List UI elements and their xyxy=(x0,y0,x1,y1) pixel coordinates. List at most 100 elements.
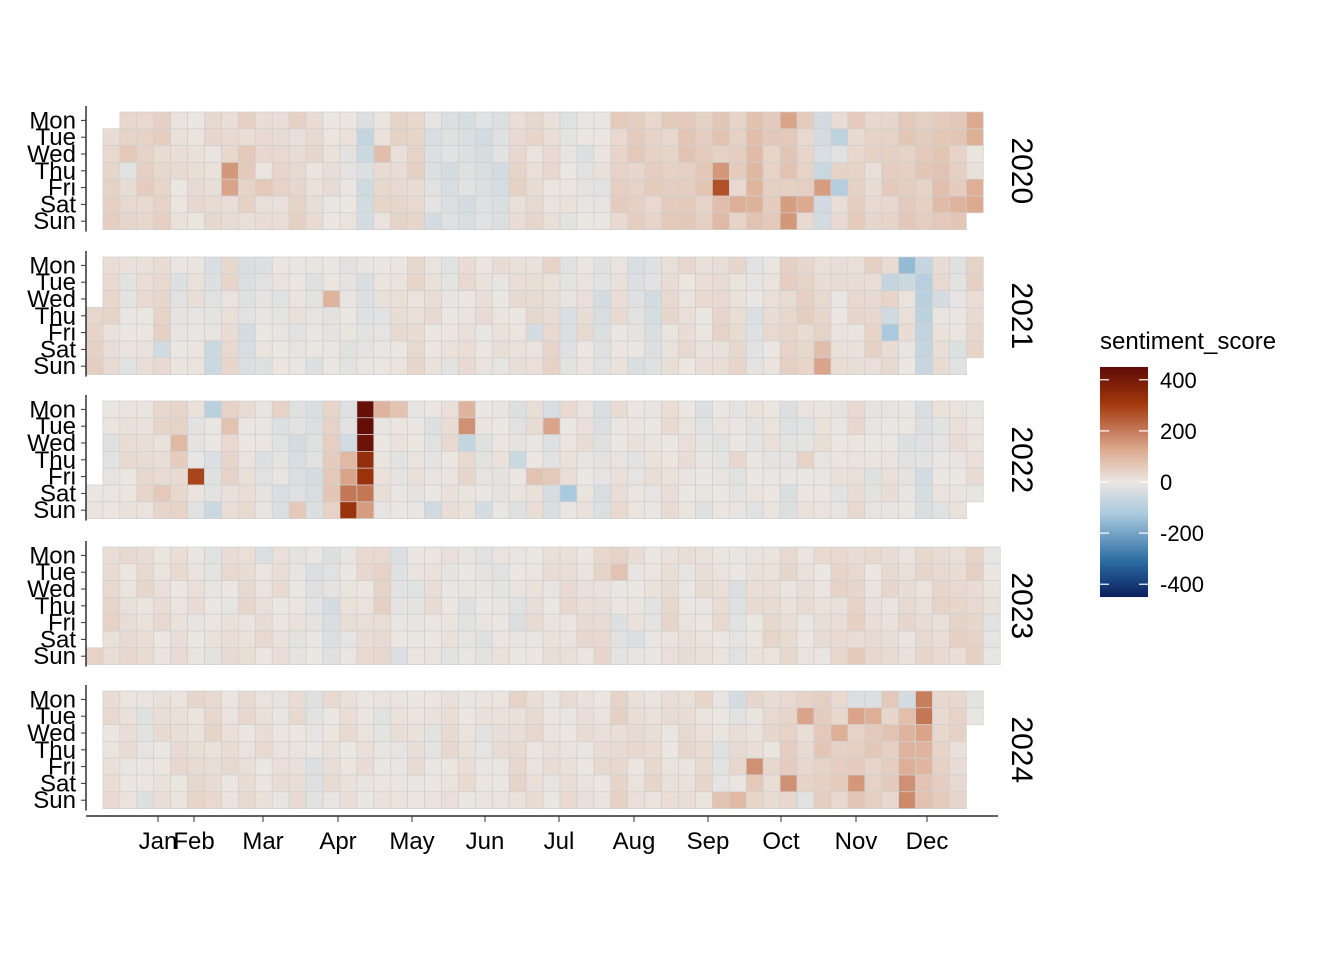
heatmap-cell xyxy=(424,273,442,291)
heatmap-cell xyxy=(864,128,883,146)
heatmap-cell xyxy=(932,774,950,793)
heatmap-cell xyxy=(982,546,1001,565)
heatmap-cell xyxy=(610,195,629,214)
heatmap-cell xyxy=(949,400,967,419)
heatmap-cell xyxy=(728,145,747,163)
heatmap-cell xyxy=(813,307,832,325)
heatmap-cell xyxy=(136,724,155,742)
heatmap-cell xyxy=(593,357,612,375)
heatmap-cell xyxy=(288,484,307,503)
heatmap-cell xyxy=(678,417,696,435)
heatmap-cell xyxy=(102,451,121,469)
heatmap-cell xyxy=(712,307,730,325)
heatmap-cell xyxy=(407,630,425,649)
heatmap-cell xyxy=(238,774,256,793)
heatmap-cell xyxy=(491,417,510,435)
heatmap-cell xyxy=(915,400,933,419)
heatmap-cell xyxy=(847,467,866,486)
heatmap-cell xyxy=(559,791,578,809)
heatmap-cell xyxy=(915,724,933,742)
heatmap-cell xyxy=(966,256,984,275)
heatmap-cell xyxy=(271,451,290,469)
heatmap-cell xyxy=(136,563,155,581)
heatmap-cell xyxy=(712,613,730,632)
heatmap-cell xyxy=(508,613,527,632)
heatmap-cell xyxy=(695,357,713,375)
heatmap-cell xyxy=(881,111,899,130)
heatmap-cell xyxy=(695,145,713,163)
heatmap-cell xyxy=(644,757,662,776)
heatmap-cell xyxy=(661,563,679,581)
heatmap-cell xyxy=(949,357,967,375)
heatmap-cell xyxy=(491,690,510,709)
heatmap-cell xyxy=(542,434,561,452)
heatmap-cell xyxy=(644,467,662,486)
heatmap-cell xyxy=(187,307,205,325)
heatmap-cell xyxy=(745,111,764,130)
heatmap-cell xyxy=(678,501,696,519)
heatmap-cell xyxy=(898,212,916,230)
heatmap-cell xyxy=(119,724,138,742)
heatmap-cell xyxy=(576,307,595,325)
heatmap-cell xyxy=(119,630,138,649)
heatmap-cell xyxy=(288,467,307,486)
heatmap-cell xyxy=(678,323,696,342)
heatmap-cell xyxy=(271,195,290,214)
heatmap-cell xyxy=(864,290,883,308)
heatmap-cell xyxy=(119,774,138,793)
heatmap-cell xyxy=(153,111,172,130)
heatmap-cell xyxy=(204,707,222,725)
heatmap-cell xyxy=(238,400,256,419)
heatmap-cell xyxy=(762,707,781,725)
heatmap-cell xyxy=(542,145,561,163)
heatmap-cell xyxy=(762,400,781,419)
heatmap-cell xyxy=(170,580,188,598)
heatmap-cell xyxy=(745,434,764,452)
heatmap-cell xyxy=(525,111,544,130)
weekday-label: Mon xyxy=(29,396,76,423)
heatmap-cell xyxy=(762,757,781,776)
heatmap-cell xyxy=(356,484,375,503)
heatmap-cell xyxy=(254,613,273,632)
legend-tick-label: 400 xyxy=(1160,368,1197,393)
heatmap-cell xyxy=(627,178,646,197)
heatmap-cell xyxy=(458,546,476,565)
heatmap-cell xyxy=(356,451,375,469)
heatmap-cell xyxy=(847,484,866,503)
heatmap-cell xyxy=(932,212,950,230)
heatmap-cell xyxy=(576,128,595,146)
heatmap-cell xyxy=(119,707,138,725)
heatmap-cell xyxy=(187,724,205,742)
heatmap-cell xyxy=(204,357,222,375)
heatmap-cell xyxy=(949,501,967,519)
heatmap-cell xyxy=(119,256,138,275)
heatmap-cell xyxy=(779,501,798,519)
heatmap-cell xyxy=(119,501,138,519)
heatmap-cell xyxy=(288,111,307,130)
heatmap-cell xyxy=(712,757,730,776)
heatmap-cell xyxy=(779,162,798,180)
heatmap-cell xyxy=(254,467,273,486)
heatmap-cell xyxy=(644,724,662,742)
heatmap-cell xyxy=(508,597,527,615)
heatmap-cell xyxy=(559,307,578,325)
heatmap-cell xyxy=(864,162,883,180)
heatmap-cell xyxy=(491,434,510,452)
heatmap-cell xyxy=(796,484,815,503)
heatmap-cell xyxy=(119,128,138,146)
heatmap-cell xyxy=(491,613,510,632)
heatmap-cell xyxy=(542,741,561,759)
heatmap-cell xyxy=(288,501,307,519)
heatmap-cell xyxy=(915,630,933,649)
heatmap-cell xyxy=(881,741,899,759)
heatmap-cell xyxy=(102,724,121,742)
heatmap-cell xyxy=(949,417,967,435)
heatmap-cell xyxy=(458,128,476,146)
heatmap-cell xyxy=(695,400,713,419)
heatmap-cell xyxy=(796,111,815,130)
heatmap-cell xyxy=(762,484,781,503)
heatmap-cell xyxy=(475,774,493,793)
heatmap-cell xyxy=(847,290,866,308)
